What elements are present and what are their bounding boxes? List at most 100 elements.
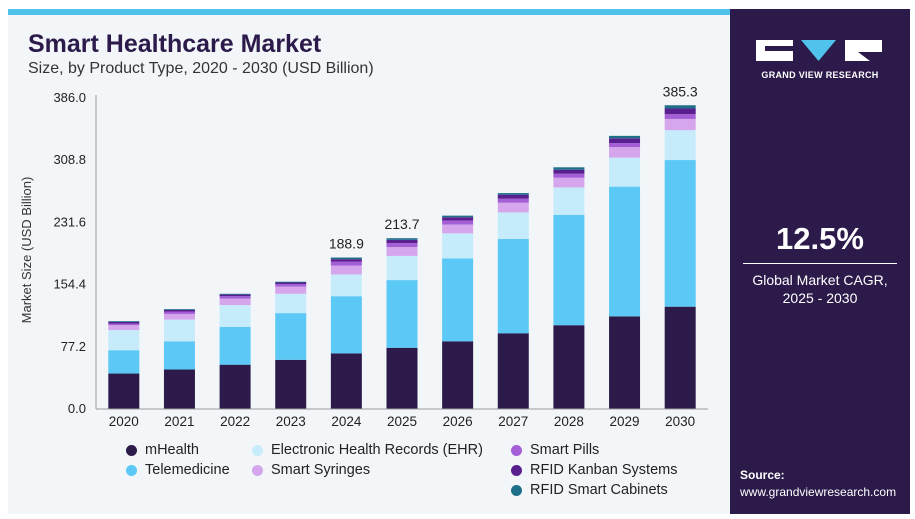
bar-stack-2029 xyxy=(609,135,641,409)
legend-label: Telemedicine xyxy=(145,462,230,478)
bar-segment-2021-mhealth xyxy=(163,369,195,409)
bar-segment-2021-smart-pills xyxy=(163,311,195,314)
bar-segment-2020-electronic-health-records-ehr xyxy=(108,330,140,351)
bar-segment-2025-smart-syringes xyxy=(386,247,418,256)
x-tick-label: 2030 xyxy=(665,414,695,429)
bar-segment-2024-rfid-smart-cabinets xyxy=(330,257,362,260)
x-tick-label: 2024 xyxy=(331,414,362,429)
cagr-label: Global Market CAGR, 2025 - 2030 xyxy=(730,271,910,307)
bar-segment-2020-telemedicine xyxy=(108,350,140,374)
legend-item-rfid-smart-cabinets: RFID Smart Cabinets xyxy=(511,482,668,498)
bar-segment-2020-rfid-kanban-systems xyxy=(108,321,140,324)
cagr-label-line-2: 2025 - 2030 xyxy=(782,290,858,306)
legend-swatch xyxy=(126,444,137,456)
bar-segment-2022-mhealth xyxy=(219,364,251,409)
bar-segment-2027-rfid-kanban-systems xyxy=(497,194,529,199)
y-tick-label: 77.2 xyxy=(61,339,86,354)
x-tick-label: 2022 xyxy=(220,414,250,429)
legend-swatch xyxy=(252,464,263,476)
bar-stack-2030 xyxy=(664,105,696,409)
data-label-2024: 188.9 xyxy=(329,236,364,252)
bar-segment-2028-electronic-health-records-ehr xyxy=(553,187,585,215)
legend-swatch xyxy=(252,444,263,456)
legend-swatch xyxy=(511,464,522,476)
legend-label: Smart Pills xyxy=(530,442,600,458)
bar-segment-2024-smart-pills xyxy=(330,261,362,266)
data-label-2025: 213.7 xyxy=(384,216,419,232)
bar-segment-2028-mhealth xyxy=(553,325,585,409)
x-tick-label: 2025 xyxy=(387,414,417,429)
bar-stack-2028 xyxy=(553,167,585,409)
bar-segment-2021-rfid-kanban-systems xyxy=(163,309,195,312)
bar-segment-2025-smart-pills xyxy=(386,243,418,248)
y-tick-label: 386.0 xyxy=(53,90,86,105)
bar-segment-2022-electronic-health-records-ehr xyxy=(219,305,251,327)
bar-segment-2026-electronic-health-records-ehr xyxy=(442,233,474,259)
bar-segment-2023-smart-pills xyxy=(275,284,307,287)
y-tick-label: 231.6 xyxy=(53,214,86,229)
bar-segment-2026-rfid-smart-cabinets xyxy=(442,215,474,218)
bar-segment-2030-mhealth xyxy=(664,306,696,409)
bar-segment-2027-telemedicine xyxy=(497,238,529,334)
bar-stack-2022 xyxy=(219,293,251,409)
bar-segment-2030-rfid-kanban-systems xyxy=(664,108,696,115)
bar-segment-2026-mhealth xyxy=(442,341,474,409)
x-tick-label: 2023 xyxy=(276,414,306,429)
bar-segment-2025-telemedicine xyxy=(386,280,418,348)
brand-name: GRAND VIEW RESEARCH xyxy=(761,70,879,80)
y-tick-label: 0.0 xyxy=(68,401,86,416)
legend-swatch xyxy=(511,484,522,496)
legend-label: Smart Syringes xyxy=(271,462,371,478)
x-tick-label: 2028 xyxy=(554,414,584,429)
bar-segment-2022-rfid-kanban-systems xyxy=(219,294,251,297)
info-panel: GRAND VIEW RESEARCH 12.5% Global Market … xyxy=(730,9,910,514)
bar-segment-2023-rfid-smart-cabinets xyxy=(275,281,307,283)
bar-segment-2022-smart-pills xyxy=(219,296,251,299)
bar-segment-2020-mhealth xyxy=(108,373,140,409)
bar-segment-2022-telemedicine xyxy=(219,326,251,365)
legend-label: RFID Smart Cabinets xyxy=(530,482,668,498)
bar-stack-2026 xyxy=(442,215,474,409)
bar-segment-2025-rfid-smart-cabinets xyxy=(386,238,418,240)
legend-swatch xyxy=(126,464,137,476)
legend-item-rfid-kanban-systems: RFID Kanban Systems xyxy=(511,462,677,478)
bar-segment-2029-smart-pills xyxy=(609,143,641,148)
stacked-bar-chart: Market Size (USD Billion) 0.0 77.2 154.4 23… xyxy=(19,83,708,429)
bar-segment-2020-smart-syringes xyxy=(108,325,140,331)
bar-segment-2024-mhealth xyxy=(330,353,362,409)
bar-segment-2028-rfid-kanban-systems xyxy=(553,169,585,174)
legend-item-telemedicine: Telemedicine xyxy=(126,462,230,478)
bar-segment-2029-smart-syringes xyxy=(609,147,641,158)
bar-segment-2026-smart-pills xyxy=(442,220,474,225)
top-accent-bar xyxy=(8,9,730,15)
legend-item-smart-pills: Smart Pills xyxy=(511,442,599,458)
legend-label: Electronic Health Records (EHR) xyxy=(271,442,483,458)
bar-segment-2026-rfid-kanban-systems xyxy=(442,217,474,221)
bar-segment-2020-rfid-smart-cabinets xyxy=(108,321,140,322)
bar-segment-2025-electronic-health-records-ehr xyxy=(386,255,418,281)
bar-segment-2027-smart-pills xyxy=(497,198,529,203)
y-tick-label: 154.4 xyxy=(53,277,86,292)
bar-segment-2030-smart-pills xyxy=(664,114,696,119)
bar-stack-2021 xyxy=(163,309,195,409)
bar-segment-2029-telemedicine xyxy=(609,186,641,317)
cagr-value: 12.5% xyxy=(776,221,864,256)
bar-segment-2023-smart-syringes xyxy=(275,286,307,294)
x-tick-label: 2026 xyxy=(443,414,473,429)
legend-item-mhealth: mHealth xyxy=(126,442,199,458)
bar-segment-2029-electronic-health-records-ehr xyxy=(609,157,641,187)
bar-segment-2030-telemedicine xyxy=(664,160,696,307)
x-tick-label: 2021 xyxy=(164,414,194,429)
bar-segment-2023-electronic-health-records-ehr xyxy=(275,293,307,314)
bar-segment-2021-telemedicine xyxy=(163,341,195,370)
source-link[interactable]: www.grandviewresearch.com xyxy=(740,485,897,499)
bar-segment-2028-smart-syringes xyxy=(553,177,585,188)
bar-segment-2021-smart-syringes xyxy=(163,313,195,320)
legend-swatch xyxy=(511,444,522,456)
cagr-label-line-1: Global Market CAGR, xyxy=(752,272,888,288)
chart-subtitle: Size, by Product Type, 2020 - 2030 (USD … xyxy=(28,60,374,77)
bar-segment-2030-rfid-smart-cabinets xyxy=(664,105,696,109)
bar-segment-2026-smart-syringes xyxy=(442,224,474,234)
grand-view-research-logo-icon xyxy=(756,40,882,61)
bar-stack-2020 xyxy=(108,321,140,409)
